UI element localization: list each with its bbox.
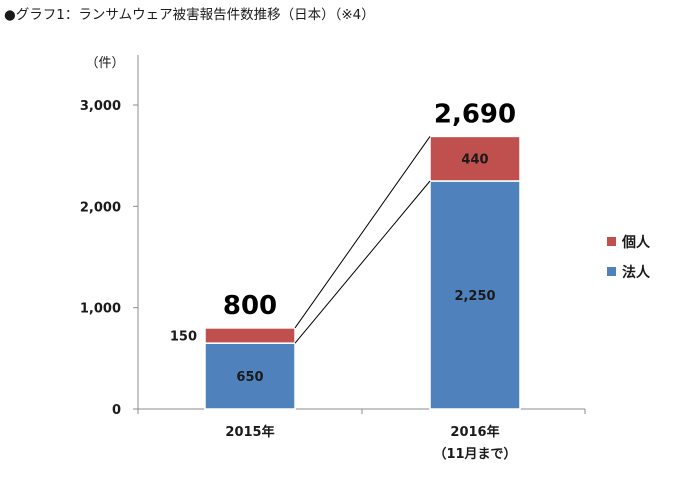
- y-tick-label: 1,000: [80, 302, 121, 317]
- bar-segment-corporate-1: [204, 342, 296, 410]
- y-tick-label: 2,000: [80, 200, 121, 215]
- legend-swatch-corporate: [607, 267, 616, 276]
- bar-segment-corporate-2: [429, 180, 521, 410]
- total-label-1: 800: [223, 291, 277, 321]
- data-label-corporate-1: 650: [236, 370, 263, 385]
- legend-label-corporate: 法人: [622, 264, 651, 281]
- bar-segment-individual-2: [429, 135, 521, 182]
- legend-label-individual: 個人: [621, 234, 651, 251]
- x-category-sublabel: （11月まで）: [433, 446, 516, 462]
- bar-segment-individual-1: [204, 327, 296, 344]
- y-tick-label: 0: [112, 403, 121, 418]
- data-label-individual-1: 150: [170, 330, 197, 345]
- x-category-label: 2015年: [225, 424, 274, 440]
- legend-swatch-individual: [607, 237, 616, 246]
- connector-line-top: [294, 136, 431, 329]
- y-axis-unit-label: （件）: [85, 56, 124, 71]
- total-label-2: 2,690: [434, 99, 516, 129]
- data-label-corporate-2: 2,250: [454, 289, 495, 304]
- chart-caption: ●グラフ1：ランサムウェア被害報告件数推移（日本）（※4）: [4, 7, 375, 23]
- connector-line-middle: [294, 180, 431, 344]
- x-category-label: 2016年: [450, 424, 499, 440]
- data-label-individual-2: 440: [461, 153, 488, 168]
- y-tick-label: 3,000: [80, 99, 121, 114]
